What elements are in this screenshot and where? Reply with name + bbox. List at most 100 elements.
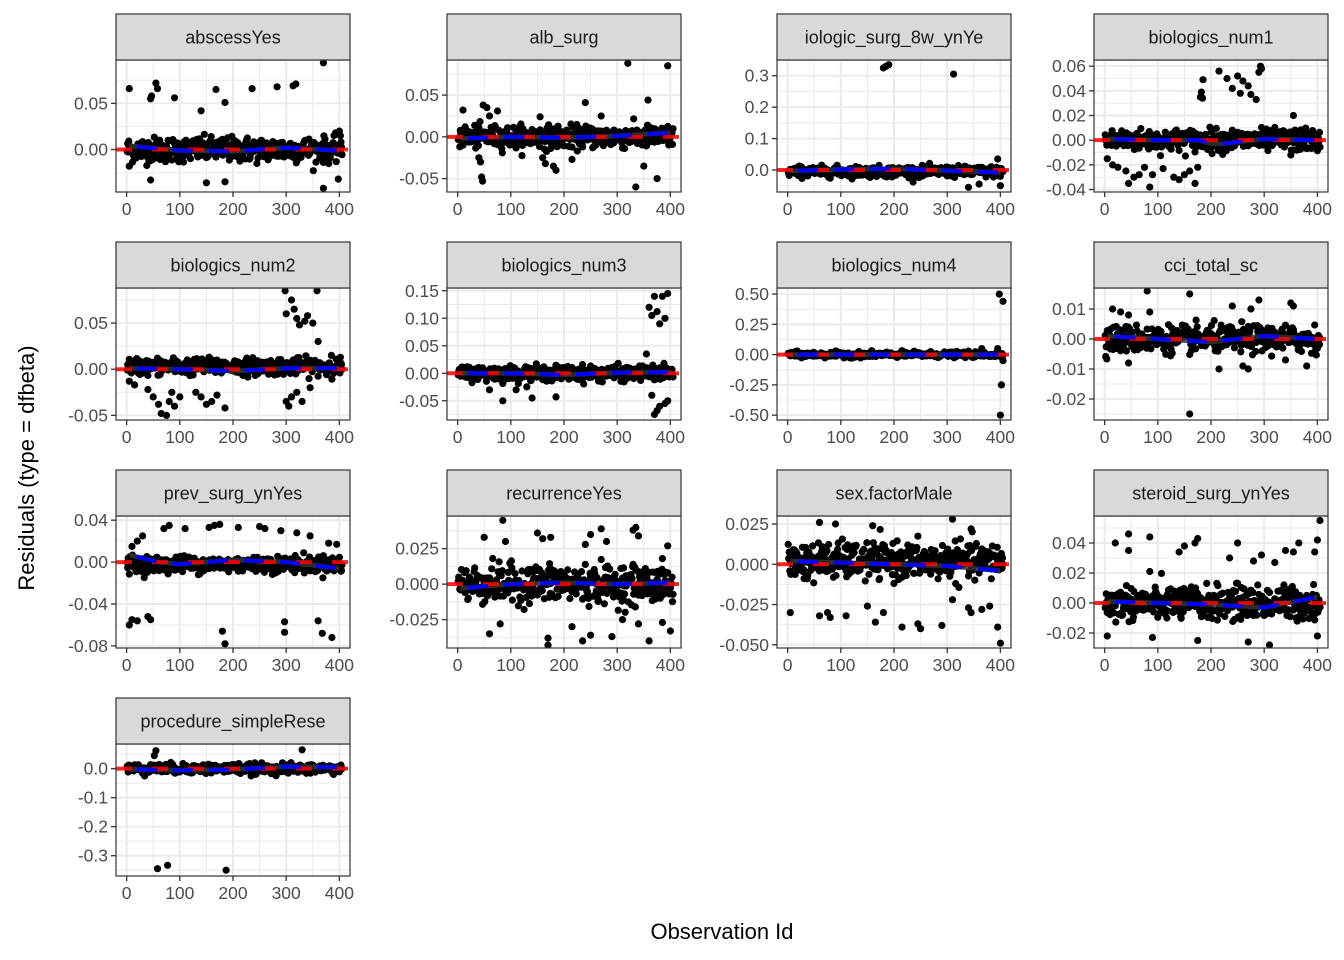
data-point [669, 590, 677, 598]
data-point-outlier [218, 627, 226, 635]
data-point-outlier [202, 179, 210, 187]
data-point [297, 153, 305, 161]
data-point-outlier [197, 393, 205, 401]
data-point-outlier [568, 155, 576, 163]
data-point-outlier [664, 62, 672, 70]
data-point-outlier [476, 158, 485, 166]
data-point [150, 567, 158, 575]
data-point-outlier [314, 617, 322, 625]
data-point [335, 553, 343, 561]
data-point [1271, 123, 1279, 131]
y-tick-label: 0.10 [405, 308, 439, 328]
data-point-outlier [125, 162, 133, 170]
strip-background [115, 469, 351, 517]
strip-background [446, 469, 682, 517]
x-tick-label: 200 [549, 199, 578, 219]
data-point [200, 130, 208, 138]
data-point [1252, 347, 1260, 355]
data-point-outlier [192, 388, 200, 396]
data-point-outlier [319, 184, 327, 192]
data-point-outlier [149, 393, 157, 401]
x-tick-label: 300 [933, 199, 962, 219]
data-point-outlier [261, 525, 269, 533]
x-tick-label: 100 [826, 427, 855, 447]
data-point [1311, 321, 1319, 329]
data-point [462, 567, 470, 575]
y-tick-label: 0.02 [1052, 106, 1086, 126]
data-point [850, 549, 858, 557]
data-point-outlier [301, 317, 309, 325]
y-tick-label: 0.15 [405, 281, 439, 301]
data-point-outlier [298, 397, 306, 406]
x-tick-label: 400 [325, 427, 354, 447]
data-point-outlier [1125, 179, 1133, 187]
data-point-outlier [290, 305, 298, 313]
data-point [504, 124, 512, 132]
data-point [609, 593, 618, 601]
facet-strip-label: cci_total_sc [1164, 256, 1258, 277]
data-point-outlier [1252, 95, 1260, 104]
data-point-outlier [999, 357, 1007, 365]
x-tick-label: 100 [496, 655, 525, 675]
data-point-outlier [528, 394, 536, 402]
data-point [309, 167, 317, 175]
data-point-outlier [181, 525, 189, 533]
data-point [600, 600, 609, 608]
plot-area [116, 288, 350, 419]
y-tick-label: 0.1 [745, 129, 769, 149]
data-point-outlier [165, 521, 173, 530]
facet-strip: biologics_num4 [776, 241, 1012, 289]
data-point [179, 158, 188, 166]
data-point-outlier [314, 337, 322, 346]
x-tick-label: 400 [1303, 199, 1332, 219]
y-tick-label: -0.05 [399, 391, 439, 411]
data-point [488, 565, 496, 573]
data-point-outlier [608, 633, 616, 641]
x-tick-label: 0 [122, 199, 132, 219]
y-tick-label: 0.01 [1052, 299, 1086, 319]
y-tick-label: -0.05 [68, 405, 108, 425]
data-point [658, 555, 667, 563]
data-point-outlier [170, 402, 179, 410]
facet-strip-label: iologic_surg_8w_ynYe [805, 28, 983, 49]
data-point-outlier [661, 314, 669, 322]
data-point-outlier [1223, 74, 1231, 83]
data-point [554, 592, 562, 601]
data-point [332, 158, 340, 166]
data-point [498, 149, 506, 157]
data-point [834, 545, 842, 554]
facet-strip-label: alb_surg [529, 28, 598, 49]
data-point-outlier [1186, 167, 1194, 175]
data-point-outlier [212, 85, 220, 94]
data-point-outlier [1244, 365, 1252, 373]
x-tick-label: 200 [549, 655, 578, 675]
x-tick-label: 400 [986, 199, 1015, 219]
data-point [314, 372, 322, 380]
plot-area [777, 516, 1011, 647]
data-point [572, 590, 580, 598]
facet-strip: alb_surg [446, 13, 682, 61]
data-point-outlier [632, 523, 640, 532]
data-point-outlier [168, 388, 176, 396]
x-tick-label: 100 [165, 427, 194, 447]
data-point-outlier [293, 314, 301, 323]
y-tick-label: 0.00 [74, 140, 108, 160]
data-point-outlier [125, 377, 133, 385]
data-point [926, 159, 934, 167]
data-point [630, 115, 638, 123]
y-tick-label: 0.2 [745, 97, 769, 117]
data-point-outlier [313, 288, 321, 295]
data-point-outlier [147, 616, 155, 624]
data-point-outlier [483, 104, 491, 112]
x-tick-label: 300 [603, 199, 632, 219]
strip-background [776, 13, 1012, 61]
data-point-outlier [1175, 176, 1183, 184]
data-point [1168, 349, 1176, 357]
data-point [628, 574, 636, 583]
data-point-outlier [666, 627, 675, 635]
gridlines [447, 288, 681, 420]
